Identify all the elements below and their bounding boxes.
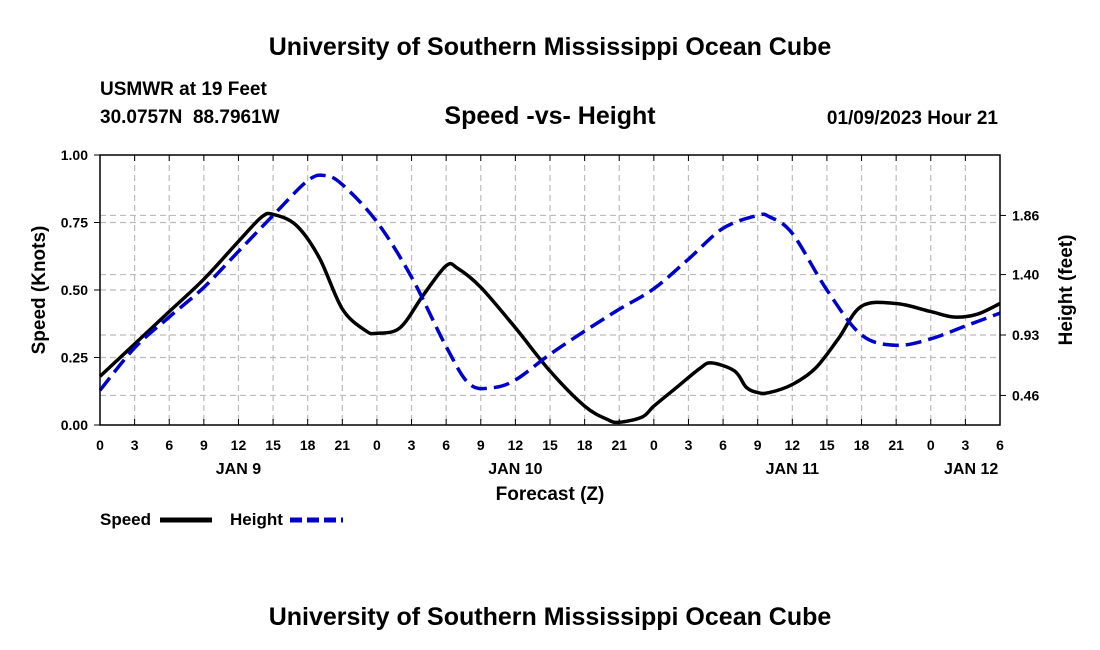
y-tick-label: 0.00: [61, 417, 88, 433]
chart-subtitle: Speed -vs- Height: [444, 102, 656, 130]
y-tick-label: 1.00: [61, 147, 88, 163]
y-tick-label: 0.75: [61, 215, 88, 231]
y-tick-label: 0.25: [61, 350, 88, 366]
x-tick-label: 0: [650, 437, 658, 453]
x-tick-label: 3: [408, 437, 416, 453]
y2-tick-label: 0.46: [1012, 387, 1039, 403]
x-tick-label: 12: [508, 437, 524, 453]
location-label: 30.0757N 88.7961W: [100, 107, 280, 128]
x-day-label: JAN 10: [488, 461, 542, 478]
x-axis-title: Forecast (Z): [496, 484, 605, 505]
y-axis-title: Speed (Knots): [29, 226, 50, 355]
x-tick-label: 12: [785, 437, 801, 453]
x-day-label: JAN 11: [766, 461, 819, 478]
datetime-label: 01/09/2023 Hour 21: [827, 108, 999, 129]
x-tick-label: 18: [300, 437, 316, 453]
x-tick-label: 0: [373, 437, 381, 453]
legend-speed-label: Speed: [100, 510, 151, 529]
x-tick-label: 9: [200, 437, 208, 453]
plot-frame: [99, 154, 1001, 426]
x-tick-label: 21: [335, 437, 351, 453]
x-tick-label: 9: [754, 437, 762, 453]
x-tick-label: 18: [577, 437, 593, 453]
x-tick-label: 9: [477, 437, 485, 453]
x-day-label: JAN 12: [944, 461, 998, 478]
series-layer: [98, 173, 1001, 425]
footer-title: University of Southern Mississippi Ocean…: [269, 603, 832, 631]
station-label: USMWR at 19 Feet: [100, 79, 267, 100]
x-tick-label: 21: [611, 437, 627, 453]
grid-layer: [100, 155, 1000, 425]
y2-axis-title: Height (feet): [1056, 235, 1077, 346]
main-title: University of Southern Mississippi Ocean…: [269, 33, 832, 61]
x-tick-label: 3: [685, 437, 693, 453]
legend: Speed Height: [100, 510, 343, 529]
x-tick-label: 6: [996, 437, 1004, 453]
y-tick-label: 0.50: [61, 282, 88, 298]
x-tick-label: 15: [542, 437, 558, 453]
y2-tick-label: 0.93: [1012, 327, 1039, 343]
series-line-height: [98, 173, 1001, 392]
axis-layer: 0 3 6 9 12 15 18 21 0 3 6 9 12 15 18 21 0 3 6 9 12 15 18 21 0 3 6 J…: [61, 147, 1040, 478]
y2-tick-label: 1.86: [1012, 207, 1039, 223]
legend-height-label: Height: [230, 510, 283, 529]
x-tick-label: 3: [131, 437, 139, 453]
x-tick-label: 21: [888, 437, 904, 453]
x-tick-label: 0: [927, 437, 935, 453]
x-tick-label: 0: [96, 437, 104, 453]
x-tick-label: 15: [819, 437, 835, 453]
series-line-speed: [98, 211, 1001, 425]
x-tick-label: 18: [854, 437, 870, 453]
x-tick-label: 3: [961, 437, 969, 453]
x-day-label: JAN 9: [216, 461, 261, 478]
x-tick-label: 12: [231, 437, 247, 453]
y2-tick-label: 1.40: [1012, 267, 1039, 283]
x-tick-label: 6: [719, 437, 727, 453]
x-tick-label: 15: [265, 437, 281, 453]
x-tick-label: 6: [442, 437, 450, 453]
x-tick-label: 6: [165, 437, 173, 453]
